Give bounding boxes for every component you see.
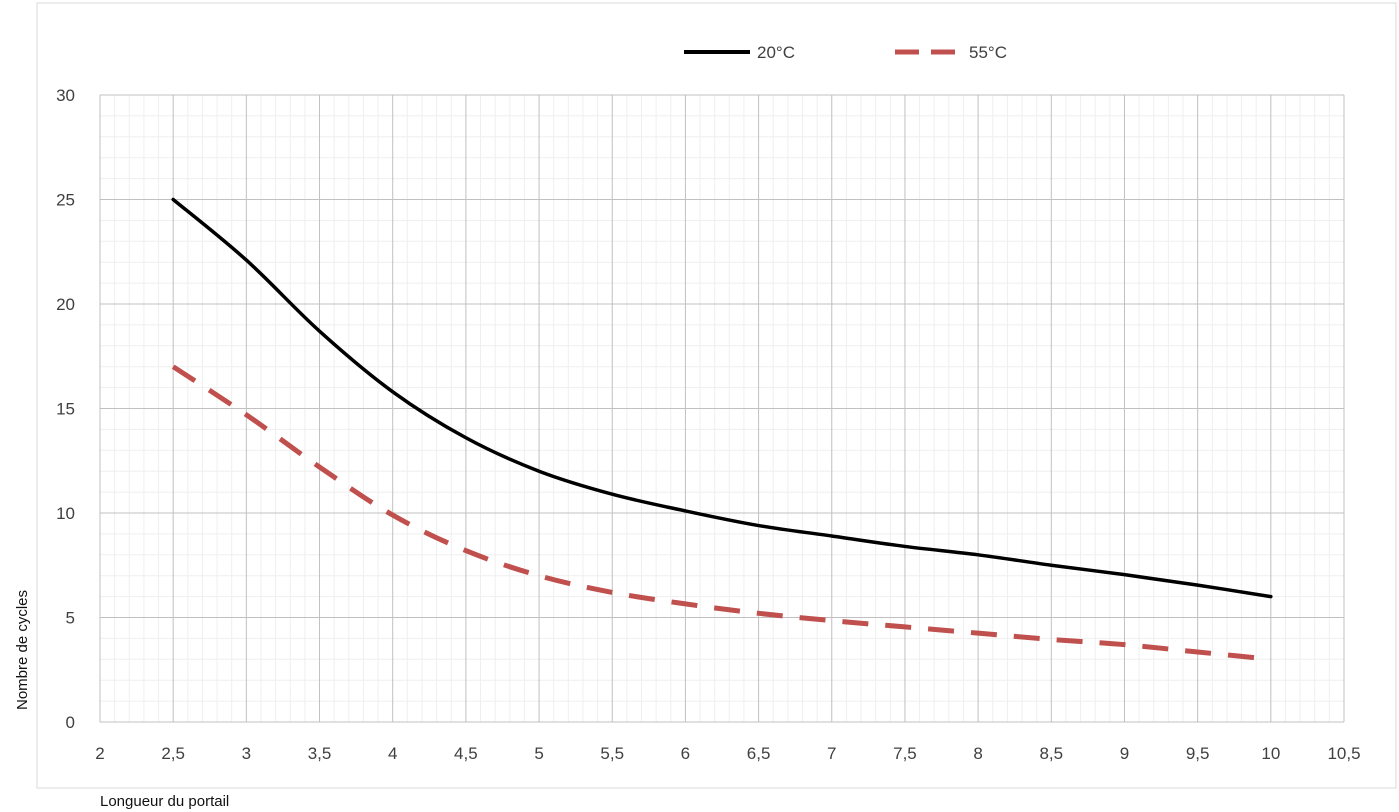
x-tick-label: 10 (1261, 744, 1280, 763)
x-tick-label: 8 (973, 744, 982, 763)
x-tick-label: 8,5 (1039, 744, 1063, 763)
axis-ticks: 2 2,5 3 3,5 4 4,5 5 5,5 6 6,5 7 7,5 8 8,5 9 9,5 10 10,5 0 5… (56, 86, 1360, 763)
series-line-2 (171, 364, 1272, 662)
y-tick-label: 30 (56, 86, 75, 105)
x-tick-label: 5 (534, 744, 543, 763)
x-tick-label: 3 (242, 744, 251, 763)
x-tick-label: 3,5 (308, 744, 332, 763)
legend: 20°C 55°C (684, 43, 1007, 62)
chart-frame (36, 2, 1397, 789)
y-tick-label: 15 (56, 400, 75, 419)
y-tick-label: 5 (66, 609, 75, 628)
x-tick-label: 4,5 (454, 744, 478, 763)
x-tick-label: 4 (388, 744, 397, 763)
x-tick-label: 6,5 (747, 744, 771, 763)
x-tick-label: 9,5 (1186, 744, 1210, 763)
x-tick-label: 5,5 (600, 744, 624, 763)
y-axis-title: Nombre de cycles (14, 590, 31, 710)
y-tick-label: 20 (56, 295, 75, 314)
x-axis-title: Longueur du portail (100, 793, 229, 810)
x-tick-label: 2 (95, 744, 104, 763)
x-tick-label: 9 (1120, 744, 1129, 763)
y-tick-label: 25 (56, 191, 75, 210)
legend-label-1: 20°C (757, 43, 795, 62)
x-tick-label: 10,5 (1327, 744, 1360, 763)
x-tick-label: 7 (827, 744, 836, 763)
x-tick-label: 2,5 (161, 744, 185, 763)
legend-label-2: 55°C (969, 43, 1007, 62)
y-tick-label: 0 (66, 713, 75, 732)
y-tick-label: 10 (56, 504, 75, 523)
x-tick-label: 7,5 (893, 744, 917, 763)
series-line-1 (171, 197, 1273, 599)
x-tick-label: 6 (681, 744, 690, 763)
series-lines (171, 197, 1273, 662)
